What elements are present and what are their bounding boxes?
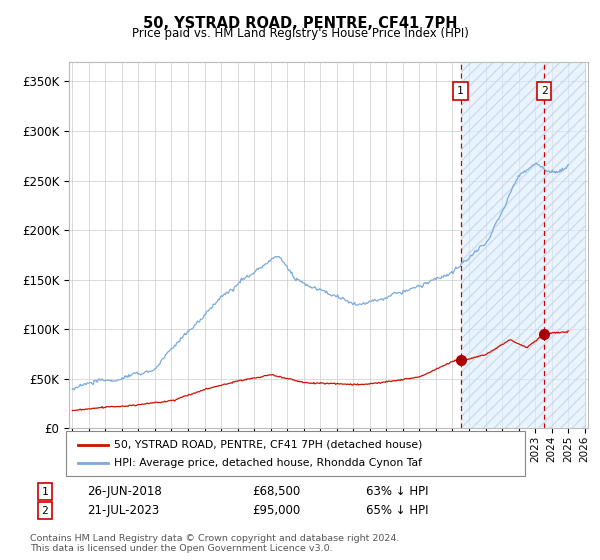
Bar (461, 62, 584, 428)
Text: 2: 2 (41, 506, 49, 516)
Text: 65% ↓ HPI: 65% ↓ HPI (366, 504, 428, 517)
Text: 21-JUL-2023: 21-JUL-2023 (87, 504, 159, 517)
Text: 1: 1 (457, 86, 464, 96)
Text: Contains HM Land Registry data © Crown copyright and database right 2024.: Contains HM Land Registry data © Crown c… (30, 534, 400, 543)
Text: 63% ↓ HPI: 63% ↓ HPI (366, 485, 428, 498)
Text: Price paid vs. HM Land Registry's House Price Index (HPI): Price paid vs. HM Land Registry's House … (131, 27, 469, 40)
Text: 2: 2 (541, 86, 548, 96)
Text: 26-JUN-2018: 26-JUN-2018 (87, 485, 162, 498)
Text: 50, YSTRAD ROAD, PENTRE, CF41 7PH: 50, YSTRAD ROAD, PENTRE, CF41 7PH (143, 16, 457, 31)
Text: £95,000: £95,000 (252, 504, 300, 517)
Text: HPI: Average price, detached house, Rhondda Cynon Taf: HPI: Average price, detached house, Rhon… (114, 458, 422, 468)
Text: £68,500: £68,500 (252, 485, 300, 498)
Text: This data is licensed under the Open Government Licence v3.0.: This data is licensed under the Open Gov… (30, 544, 332, 553)
Text: 1: 1 (41, 487, 49, 497)
Text: 50, YSTRAD ROAD, PENTRE, CF41 7PH (detached house): 50, YSTRAD ROAD, PENTRE, CF41 7PH (detac… (114, 440, 422, 450)
